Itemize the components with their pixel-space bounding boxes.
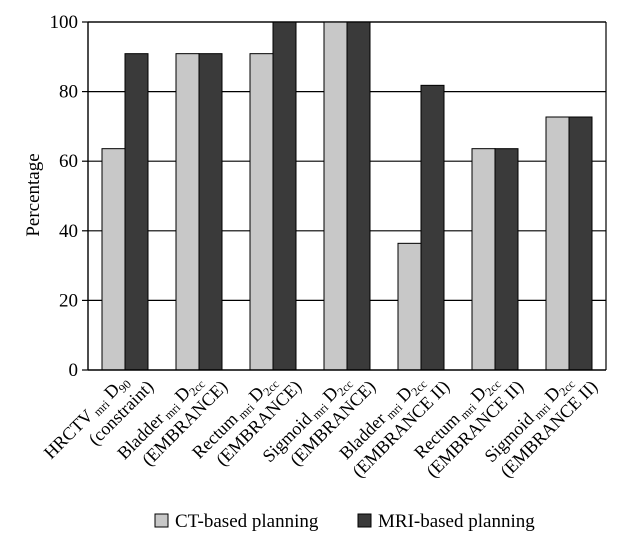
bar-ct-2 [249,53,274,371]
y-tick-label: 20 [59,290,78,311]
legend: CT-based planning MRI-based planning [154,511,535,532]
bar-mri-5 [494,148,519,371]
x-category-labels: HRCTV mri D90(constraint)Bladder mri D2c… [40,376,602,482]
legend-swatch-ct [154,513,169,528]
bar-ct-5 [471,148,496,371]
x-category-label: HRCTV mri D90(constraint) [40,376,158,462]
bar-ct-1 [175,53,200,371]
x-category-label: Rectum mri D2cc(EMBRANCE) [188,376,306,470]
bar-ct-3 [323,21,348,371]
bar-mri-3 [346,21,371,371]
bar-mri-4 [420,84,445,371]
legend-label: MRI-based planning [378,511,535,532]
y-tick-label: 60 [59,151,78,172]
bars [101,21,593,371]
y-tick-label: 80 [59,82,78,103]
bar-ct-6 [545,116,570,371]
bar-mri-2 [272,21,297,371]
bar-mri-0 [124,53,149,371]
bar-mri-1 [198,53,223,371]
bar-mri-6 [568,116,593,371]
bar-ct-0 [101,148,126,371]
y-tick-label: 40 [59,221,78,242]
bar-ct-4 [397,242,422,371]
legend-swatch-mri [357,513,372,528]
x-category-label: Bladder mri D2cc(EMBRANCE) [113,376,232,470]
axes [82,21,607,371]
y-tick-labels: 0 20 40 60 80 100 [50,12,79,381]
y-tick-label: 0 [69,360,79,381]
x-category-label: Sigmoid mri D2cc(EMBRANCE II) [480,376,602,482]
y-axis-title: Percentage [23,153,44,236]
legend-label: CT-based planning [175,511,319,532]
y-tick-label: 100 [50,12,79,33]
